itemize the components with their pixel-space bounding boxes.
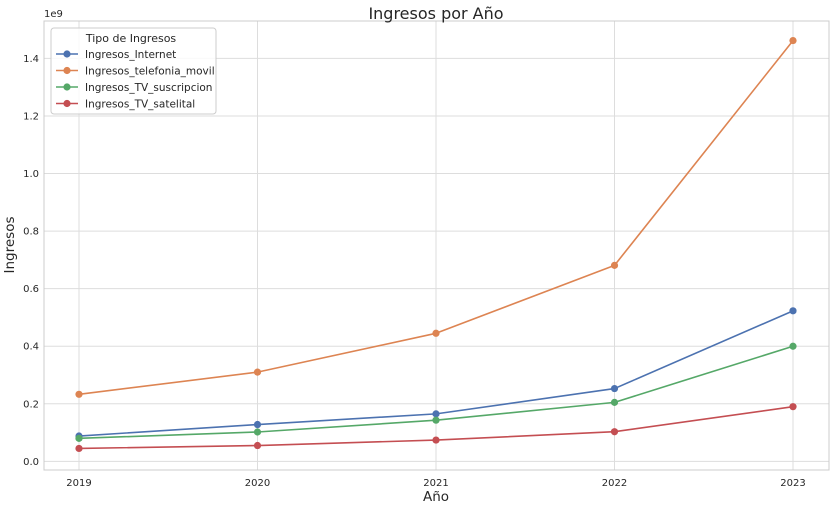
legend-box [50, 27, 217, 115]
series-Ingresos_telefonia_movil [75, 36, 797, 398]
data-point [75, 444, 83, 453]
x-tick-label: 2023 [780, 478, 805, 489]
data-point [432, 416, 440, 424]
data-point [432, 436, 440, 444]
data-point [610, 261, 619, 269]
legend-label: Ingresos_Internet [85, 49, 176, 61]
legend-label: Ingresos_telefonia_movil [85, 65, 215, 77]
data-point [432, 329, 440, 337]
legend-swatch-marker [63, 50, 71, 58]
data-point [610, 428, 619, 436]
y-tick-label: 0.0 [23, 457, 39, 468]
legend-title: Tipo de Ingresos [85, 32, 177, 45]
series-Ingresos_TV_satelital [75, 403, 797, 453]
series-Ingresos_TV_suscripcion [75, 342, 797, 442]
data-point [253, 368, 262, 376]
y-tick-label: 0.2 [23, 399, 39, 410]
data-point [253, 420, 262, 429]
data-point [789, 403, 797, 411]
data-point [789, 307, 797, 315]
y-tick-label: 0.8 [23, 227, 39, 238]
data-point [253, 428, 262, 436]
y-tick-label: 1.0 [23, 169, 39, 180]
data-point [253, 441, 262, 450]
data-point [610, 384, 619, 393]
legend-item: Ingresos_Internet [56, 49, 176, 61]
legend-item: Ingresos_TV_satelital [56, 98, 195, 110]
chart-title: Ingresos por Año [368, 4, 503, 23]
data-point [789, 36, 797, 45]
plot-frame [43, 20, 830, 471]
legend-label: Ingresos_TV_satelital [85, 98, 195, 110]
x-tick-label: 2021 [423, 478, 448, 489]
legend-swatch-marker [63, 99, 71, 108]
x-tick-label: 2020 [245, 478, 270, 489]
x-tick-label: 2019 [66, 478, 91, 489]
data-point [432, 410, 440, 418]
legend-swatch-marker [63, 66, 71, 75]
y-tick-label: 1.4 [23, 54, 39, 65]
y-axis: 0.0 0.2 0.4 0.6 0.8 1.0 1.2 1.4 [23, 54, 39, 468]
x-axis-label: Año [423, 489, 449, 505]
legend-label: Ingresos_TV_suscripcion [85, 82, 212, 94]
series-layer [75, 36, 797, 453]
data-point [75, 434, 83, 442]
legend-swatch-marker [63, 83, 71, 91]
y-tick-label: 0.6 [23, 284, 39, 295]
data-point [75, 390, 83, 398]
data-point [789, 342, 797, 350]
y-axis-label: Ingresos [2, 217, 18, 274]
x-tick-label: 2022 [602, 478, 627, 489]
series-Ingresos_Internet [75, 307, 797, 440]
legend-item: Ingresos_TV_suscripcion [56, 82, 212, 94]
x-axis: 2019 2020 2021 2022 2023 [66, 478, 805, 489]
legend: Tipo de Ingresos Ingresos_InternetIngres… [50, 27, 217, 115]
data-point [610, 398, 619, 406]
y-offset-label: 1e9 [44, 9, 63, 20]
legend-items: Ingresos_Internet Ingresos_telefonia_movi… [56, 49, 215, 110]
y-tick-label: 1.2 [23, 111, 39, 122]
legend-item: Ingresos_telefonia_movil [56, 65, 215, 77]
y-tick-label: 0.4 [23, 342, 39, 353]
